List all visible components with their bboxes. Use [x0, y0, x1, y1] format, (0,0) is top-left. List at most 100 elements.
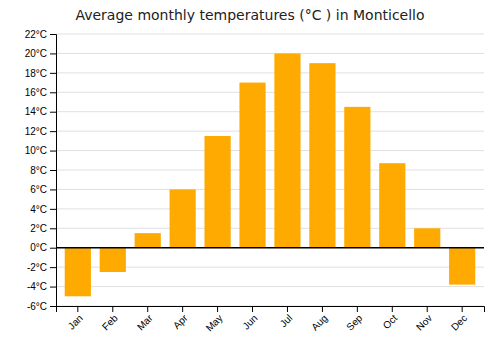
- tick-mark: [50, 151, 56, 152]
- bar: [135, 233, 161, 248]
- chart: Average monthly temperatures (°C ) in Mo…: [0, 0, 500, 350]
- tick-mark: [287, 306, 288, 312]
- tick: 22°C: [25, 29, 56, 40]
- tick-mark: [217, 306, 218, 312]
- grid-line: [56, 72, 484, 73]
- bar: [309, 63, 335, 248]
- bar: [414, 228, 440, 247]
- tick: 12°C: [25, 126, 56, 137]
- tick: 14°C: [25, 106, 56, 117]
- tick: 20°C: [25, 48, 56, 59]
- tick-mark: [50, 170, 56, 171]
- tick: Jul: [278, 306, 295, 329]
- grid-line: [56, 111, 484, 112]
- grid-line: [56, 131, 484, 132]
- tick-mark: [112, 306, 113, 312]
- bar: [344, 107, 370, 248]
- bar: [170, 189, 196, 247]
- tick: 16°C: [25, 87, 56, 98]
- tick-label: 10°C: [25, 145, 47, 156]
- tick-mark: [50, 73, 56, 74]
- tick-label: 20°C: [25, 48, 47, 59]
- tick-mark: [322, 306, 323, 312]
- bar: [449, 248, 475, 285]
- tick-label: Jan: [66, 312, 85, 331]
- tick: 18°C: [25, 68, 56, 79]
- tick: Feb: [100, 306, 120, 332]
- grid-line: [56, 286, 484, 287]
- tick-label: -6°C: [27, 301, 47, 312]
- tick-mark: [147, 306, 148, 312]
- tick-label: Feb: [100, 312, 120, 332]
- tick: 2°C: [30, 223, 56, 234]
- title: Average monthly temperatures (°C ) in Mo…: [75, 7, 424, 23]
- tick: Mar: [135, 306, 155, 332]
- tick: Apr: [171, 306, 190, 331]
- grid-line: [56, 247, 484, 248]
- tick-label: 6°C: [30, 184, 47, 195]
- tick: 4°C: [30, 204, 56, 215]
- tick-mark: [50, 189, 56, 190]
- tick-mark: [50, 306, 56, 307]
- tick: Jun: [240, 306, 259, 332]
- tick-mark: [427, 306, 428, 312]
- tick: -6°C: [27, 301, 56, 312]
- tick: 0°C: [30, 242, 56, 253]
- x-axis: Jan Feb Mar Apr May Jun Jul Aug Sep Oct Nov Dec: [57, 306, 485, 334]
- tick-label: Nov: [414, 312, 434, 332]
- tick-mark: [252, 306, 253, 312]
- tick-mark: [50, 53, 56, 54]
- grid: [56, 34, 484, 306]
- tick-label: 16°C: [25, 87, 47, 98]
- tick: May: [204, 306, 225, 334]
- tick-label: Jul: [278, 312, 295, 329]
- bars: [56, 53, 484, 296]
- tick-mark: [357, 306, 358, 312]
- tick-mark: [182, 306, 183, 312]
- tick-label: 2°C: [30, 223, 47, 234]
- tick-label: 4°C: [30, 204, 47, 215]
- tick-mark: [50, 248, 56, 249]
- tick-label: May: [204, 312, 225, 333]
- tick-label: 12°C: [25, 126, 47, 137]
- tick-mark: [50, 92, 56, 93]
- bar: [204, 136, 230, 248]
- tick-label: Oct: [381, 312, 400, 331]
- zero-line: [56, 247, 484, 249]
- tick-label: -2°C: [27, 262, 47, 273]
- tick-mark: [50, 267, 56, 268]
- bar: [239, 83, 265, 248]
- tick-label: 14°C: [25, 106, 47, 117]
- tick-mark: [50, 287, 56, 288]
- tick: -4°C: [27, 281, 56, 292]
- bar: [274, 53, 300, 247]
- tick: Oct: [381, 306, 400, 331]
- tick: Jan: [66, 306, 85, 332]
- axis-line: [57, 307, 485, 313]
- tick-mark: [77, 306, 78, 312]
- tick-label: Dec: [449, 312, 469, 332]
- tick: Aug: [309, 306, 329, 333]
- plot: -6°C -4°C -2°C 0°C 2°C 4°C 6°C 8°C 10°C 12°C 14°C 1…: [25, 29, 485, 334]
- grid-line: [56, 189, 484, 190]
- grid-line: [56, 170, 484, 171]
- tick-label: Aug: [309, 312, 329, 332]
- tick-label: Jun: [240, 312, 259, 331]
- tick: 10°C: [25, 145, 56, 156]
- tick: Sep: [344, 306, 365, 333]
- tick: 6°C: [30, 184, 56, 195]
- bar: [100, 248, 126, 272]
- grid-line: [56, 208, 484, 209]
- axis-line: [50, 35, 57, 307]
- tick-mark: [50, 209, 56, 210]
- tick-label: 8°C: [30, 165, 47, 176]
- tick: 8°C: [30, 165, 56, 176]
- tick-mark: [392, 306, 393, 312]
- tick: Nov: [414, 306, 434, 333]
- tick-label: 22°C: [25, 29, 47, 40]
- bar: [379, 163, 405, 248]
- grid-line: [56, 92, 484, 93]
- tick-label: Mar: [135, 312, 155, 332]
- grid-line: [56, 34, 484, 35]
- grid-line: [56, 150, 484, 151]
